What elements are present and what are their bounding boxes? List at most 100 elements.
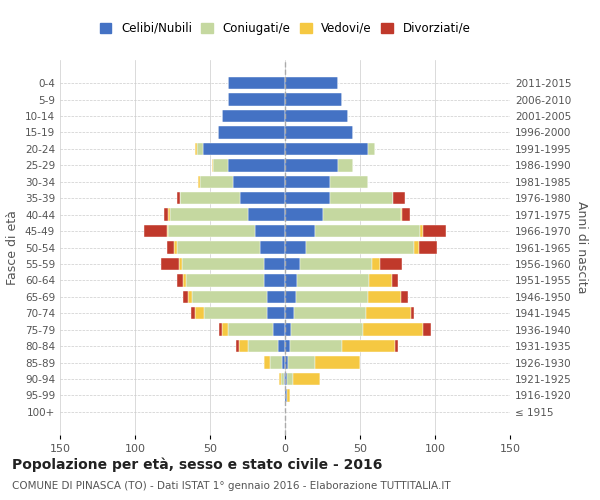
Bar	[267, 290, 285, 303]
Bar	[285, 225, 315, 237]
Bar	[297, 274, 369, 286]
Bar	[264, 356, 270, 368]
Bar	[366, 307, 411, 320]
Bar	[277, 340, 285, 352]
Bar	[228, 77, 285, 90]
Bar	[161, 258, 179, 270]
Bar	[419, 242, 437, 254]
Bar	[395, 340, 398, 352]
Bar	[163, 208, 168, 221]
Bar	[288, 356, 315, 368]
Bar	[195, 143, 197, 155]
Bar	[285, 389, 287, 402]
Bar	[411, 307, 414, 320]
Bar	[380, 258, 402, 270]
Bar	[213, 159, 228, 172]
Bar	[330, 176, 367, 188]
Bar	[285, 324, 291, 336]
Bar	[285, 373, 287, 385]
Bar	[369, 274, 392, 286]
Bar	[323, 208, 401, 221]
Bar	[285, 126, 353, 138]
Bar	[187, 290, 192, 303]
Bar	[170, 208, 248, 221]
Legend: Celibi/Nubili, Coniugati/e, Vedovi/e, Divorziati/e: Celibi/Nubili, Coniugati/e, Vedovi/e, Di…	[95, 17, 475, 40]
Bar	[219, 324, 222, 336]
Bar	[186, 274, 264, 286]
Bar	[235, 340, 239, 352]
Bar	[168, 225, 255, 237]
Bar	[285, 94, 342, 106]
Bar	[401, 290, 408, 303]
Bar	[192, 290, 267, 303]
Bar	[218, 126, 285, 138]
Bar	[198, 176, 199, 188]
Bar	[291, 324, 363, 336]
Bar	[423, 225, 445, 237]
Bar	[183, 274, 186, 286]
Bar	[264, 258, 285, 270]
Bar	[296, 290, 367, 303]
Bar	[282, 356, 285, 368]
Bar	[233, 176, 285, 188]
Bar	[267, 307, 285, 320]
Bar	[270, 356, 282, 368]
Bar	[330, 192, 393, 204]
Bar	[285, 159, 337, 172]
Bar	[285, 143, 367, 155]
Bar	[401, 208, 402, 221]
Bar	[183, 290, 187, 303]
Bar	[240, 192, 285, 204]
Bar	[273, 324, 285, 336]
Bar	[167, 225, 168, 237]
Text: Popolazione per età, sesso e stato civile - 2016: Popolazione per età, sesso e stato civil…	[12, 458, 382, 472]
Bar	[222, 110, 285, 122]
Bar	[177, 274, 183, 286]
Bar	[290, 340, 342, 352]
Bar	[203, 143, 285, 155]
Y-axis label: Fasce di età: Fasce di età	[7, 210, 19, 285]
Bar	[300, 258, 372, 270]
Bar	[285, 208, 323, 221]
Bar	[228, 159, 285, 172]
Bar	[363, 324, 423, 336]
Bar	[195, 307, 204, 320]
Bar	[222, 324, 228, 336]
Bar	[177, 192, 180, 204]
Bar	[279, 373, 281, 385]
Bar	[367, 143, 375, 155]
Bar	[179, 258, 182, 270]
Bar	[144, 225, 167, 237]
Bar	[285, 176, 330, 188]
Bar	[228, 324, 273, 336]
Bar	[287, 373, 293, 385]
Bar	[337, 159, 353, 172]
Y-axis label: Anni di nascita: Anni di nascita	[575, 201, 588, 294]
Bar	[285, 340, 290, 352]
Bar	[167, 242, 174, 254]
Bar	[199, 176, 233, 188]
Bar	[284, 373, 285, 385]
Bar	[342, 340, 395, 352]
Bar	[239, 340, 248, 352]
Bar	[248, 340, 277, 352]
Bar	[285, 356, 288, 368]
Bar	[392, 274, 398, 286]
Bar	[281, 373, 284, 385]
Bar	[204, 307, 267, 320]
Bar	[315, 356, 360, 368]
Bar	[285, 242, 306, 254]
Bar	[168, 208, 170, 221]
Bar	[228, 94, 285, 106]
Bar	[420, 225, 423, 237]
Bar	[315, 225, 420, 237]
Bar	[182, 258, 264, 270]
Bar	[264, 274, 285, 286]
Bar	[372, 258, 380, 270]
Text: COMUNE DI PINASCA (TO) - Dati ISTAT 1° gennaio 2016 - Elaborazione TUTTITALIA.IT: COMUNE DI PINASCA (TO) - Dati ISTAT 1° g…	[12, 481, 451, 491]
Bar	[414, 242, 419, 254]
Bar	[285, 192, 330, 204]
Bar	[285, 290, 296, 303]
Bar	[293, 373, 320, 385]
Bar	[287, 389, 290, 402]
